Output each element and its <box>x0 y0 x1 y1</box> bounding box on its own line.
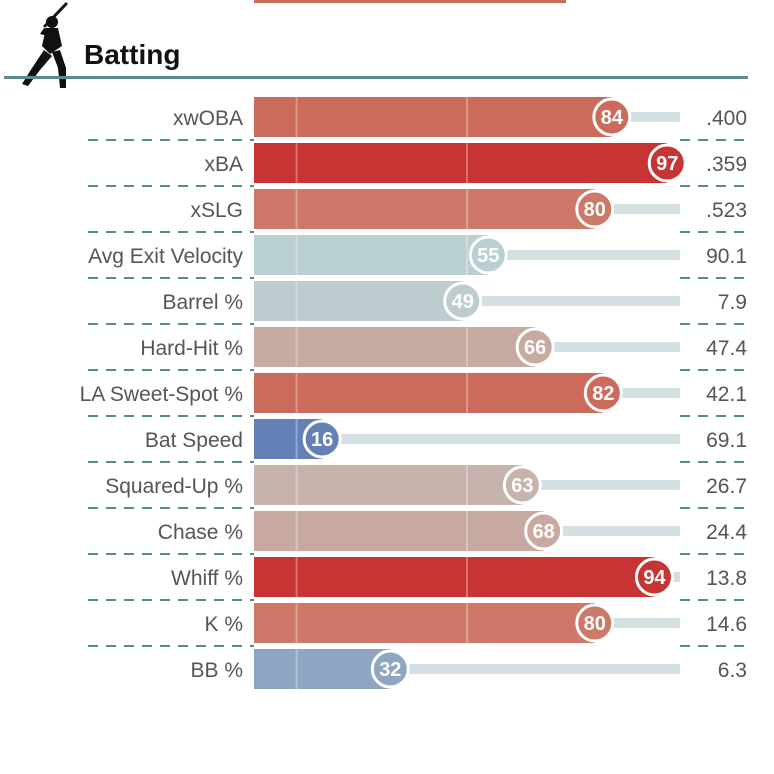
section-divider <box>4 76 748 79</box>
percentile-label: 97 <box>656 153 678 175</box>
percentile-marker <box>302 419 342 459</box>
percentile-bar <box>254 281 463 321</box>
metric-row: 68 Chase % 24.4 <box>88 511 748 555</box>
percentile-marker <box>592 97 632 137</box>
metric-value: 13.8 <box>706 567 747 590</box>
metric-value: 7.9 <box>718 291 747 314</box>
metric-value: 26.7 <box>706 475 747 498</box>
metric-row: 16 Bat Speed 69.1 <box>88 419 748 463</box>
metric-label: K % <box>204 613 243 636</box>
percentile-bar <box>254 235 489 275</box>
percentile-marker <box>515 327 555 367</box>
percentile-marker <box>634 557 674 597</box>
metric-row: 80 K % 14.6 <box>88 603 748 647</box>
metric-value: 14.6 <box>706 613 747 636</box>
metric-value: 90.1 <box>706 245 747 268</box>
metric-label: xSLG <box>190 199 243 222</box>
percentile-label: 68 <box>533 521 555 543</box>
percentile-marker <box>443 281 483 321</box>
metric-label: xBA <box>204 153 243 176</box>
metric-label: Squared-Up % <box>105 475 243 498</box>
metric-label: Bat Speed <box>145 429 243 452</box>
metric-label: Chase % <box>158 521 243 544</box>
metric-row: 97 xBA .359 <box>88 143 748 187</box>
metric-row: 82 LA Sweet-Spot % 42.1 <box>80 373 748 417</box>
metric-value: .523 <box>706 199 747 222</box>
metric-label: Whiff % <box>171 567 243 590</box>
percentile-label: 55 <box>477 245 499 267</box>
percentile-label: 66 <box>524 337 546 359</box>
percentile-label: 63 <box>511 475 533 497</box>
percentile-label: 49 <box>452 291 474 313</box>
percentile-marker <box>524 511 564 551</box>
percentile-bar <box>254 373 604 413</box>
percentile-bar <box>254 189 595 229</box>
metric-value: 42.1 <box>706 383 747 406</box>
section-title: Batting <box>84 39 180 70</box>
percentile-label: 32 <box>379 659 401 681</box>
batter-silhouette-icon <box>22 2 68 88</box>
percentile-marker <box>468 235 508 275</box>
percentile-marker <box>502 465 542 505</box>
metric-label: Hard-Hit % <box>140 337 243 360</box>
percentile-bar <box>254 465 523 505</box>
percentile-label: 16 <box>311 429 333 451</box>
percentile-bar <box>254 327 536 367</box>
percentile-label: 84 <box>601 107 624 129</box>
percentile-bar <box>254 511 544 551</box>
metric-value: 24.4 <box>706 521 747 544</box>
percentile-marker <box>370 649 410 689</box>
percentile-marker <box>583 373 623 413</box>
metric-row: 94 Whiff % 13.8 <box>88 557 748 601</box>
metric-row: 49 Barrel % 7.9 <box>88 281 748 325</box>
metric-value: 6.3 <box>718 659 747 682</box>
percentile-marker <box>647 143 687 183</box>
metric-row: 80 xSLG .523 <box>88 189 748 233</box>
metric-row: 32 BB % 6.3 <box>190 649 747 689</box>
metric-row: 63 Squared-Up % 26.7 <box>88 465 748 509</box>
metric-label: Barrel % <box>162 291 243 314</box>
previous-section-bar-fragment <box>254 0 566 3</box>
metric-value: .359 <box>706 153 747 176</box>
percentile-bar <box>254 97 612 137</box>
metric-rows: 84 xwOBA .400 97 xBA .359 80 xSLG .523 55 Avg Exit… <box>80 97 748 689</box>
metric-value: 69.1 <box>706 429 747 452</box>
percentile-label: 80 <box>584 613 606 635</box>
percentile-label: 94 <box>643 567 666 589</box>
percentile-label: 82 <box>592 383 614 405</box>
percentile-bar <box>254 557 655 597</box>
metric-label: Avg Exit Velocity <box>88 245 243 268</box>
metric-label: LA Sweet-Spot % <box>80 383 243 406</box>
percentile-label: 80 <box>584 199 606 221</box>
percentile-bar <box>254 649 391 689</box>
percentile-marker <box>575 189 615 229</box>
metric-label: BB % <box>190 659 243 682</box>
percentile-marker <box>575 603 615 643</box>
metric-row: 84 xwOBA .400 <box>88 97 748 141</box>
metric-value: .400 <box>706 107 747 130</box>
metric-row: 66 Hard-Hit % 47.4 <box>88 327 748 371</box>
percentile-bar <box>254 143 668 183</box>
metric-label: xwOBA <box>173 107 243 130</box>
metric-row: 55 Avg Exit Velocity 90.1 <box>88 235 748 279</box>
percentile-bar <box>254 603 595 643</box>
metric-value: 47.4 <box>706 337 747 360</box>
